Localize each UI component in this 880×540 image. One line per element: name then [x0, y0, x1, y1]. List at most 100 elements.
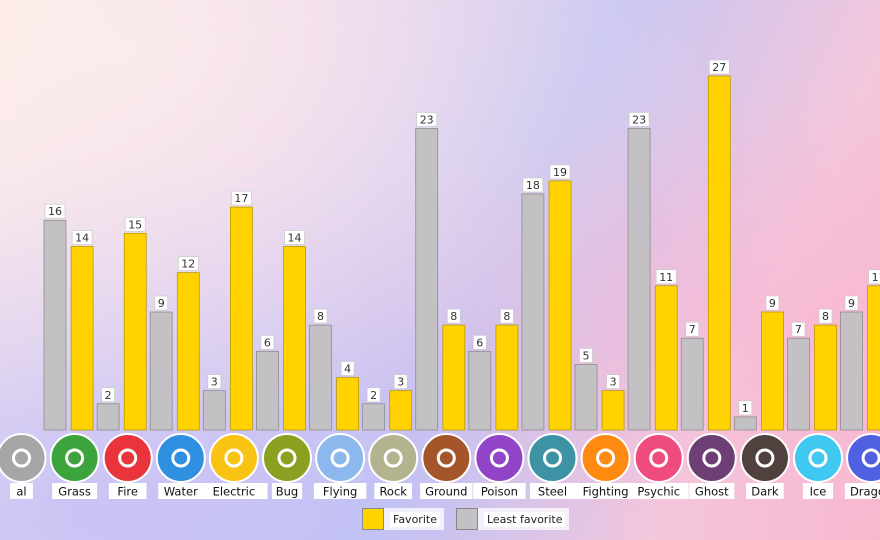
value-label-box-favorite-flying	[340, 361, 355, 376]
bar-least-favorite-dark	[787, 337, 810, 431]
bar-favorite-steel	[548, 180, 572, 431]
category-label-box-dragon	[844, 483, 880, 499]
bar-least-favorite-bug	[309, 324, 332, 431]
normal-type-icon	[0, 433, 47, 483]
bug-type-icon	[262, 433, 312, 483]
value-label-box-least-favorite-rock	[416, 112, 438, 127]
bar-favorite-grass	[70, 246, 94, 431]
value-label-box-least-favorite-ground	[472, 334, 487, 350]
fighting-type-icon	[580, 433, 631, 483]
bar-favorite-ice	[814, 324, 837, 431]
bar-least-favorite-ghost	[733, 416, 757, 431]
value-label-box-least-favorite-electric	[260, 334, 275, 350]
psychic-type-icon	[633, 433, 684, 483]
category-label-box-normal	[10, 483, 33, 499]
category-label-box-flying	[313, 483, 367, 499]
value-label-box-favorite-rock	[393, 374, 408, 390]
rock-type-icon	[368, 433, 419, 483]
value-label-least-favorite-steel: 5	[583, 349, 590, 362]
value-label-box-favorite-ghost	[708, 59, 730, 75]
value-label-favorite-psychic: 11	[659, 271, 673, 284]
value-label-favorite-dark: 9	[769, 297, 776, 310]
category-label-psychic: Psychic	[637, 485, 680, 499]
value-label-least-favorite-poison: 18	[526, 179, 540, 192]
category-label-dark: Dark	[751, 485, 779, 499]
electric-type-icon	[208, 433, 259, 483]
water-type-icon	[155, 433, 206, 483]
legend-item-least-favorite: Least favorite	[455, 508, 570, 530]
category-label-fighting: Fighting	[583, 485, 629, 499]
value-label-box-least-favorite-flying	[366, 387, 381, 403]
category-label-dragon: Dragon	[850, 485, 880, 499]
value-label-favorite-fire: 15	[128, 218, 142, 231]
value-label-box-favorite-ground	[446, 308, 461, 324]
bar-favorite-poison	[495, 324, 519, 431]
dark-type-icon	[739, 433, 790, 483]
category-label-box-dark	[746, 483, 784, 499]
value-label-box-least-favorite-water	[207, 374, 222, 390]
category-label-normal: al	[16, 485, 26, 499]
value-label-box-favorite-fighting	[606, 374, 620, 390]
category-label-ground: Ground	[425, 485, 467, 499]
ice-type-icon	[793, 433, 843, 483]
legend-label-favorite: Favorite	[390, 511, 440, 527]
value-label-favorite-ice: 8	[822, 310, 829, 323]
value-label-box-least-favorite-ice	[844, 295, 859, 311]
category-label-box-rock	[374, 483, 412, 499]
value-label-box-least-favorite-poison	[522, 177, 544, 193]
bar-favorite-psychic	[654, 285, 678, 431]
bar-favorite-dragon	[867, 285, 880, 431]
value-label-box-favorite-grass	[71, 230, 93, 245]
category-label-box-grass	[52, 483, 98, 499]
value-label-box-least-favorite-fighting	[628, 112, 650, 127]
category-label-ghost: Ghost	[695, 485, 729, 499]
value-label-box-least-favorite-normal	[44, 203, 66, 219]
steel-type-glyph	[543, 448, 562, 468]
value-label-box-favorite-water	[177, 256, 199, 272]
value-label-box-favorite-steel	[549, 164, 571, 180]
psychic-type-glyph	[649, 448, 669, 468]
bar-least-favorite-fire	[149, 311, 173, 431]
value-label-least-favorite-electric: 6	[264, 336, 271, 349]
value-label-favorite-water: 12	[181, 258, 195, 271]
rock-type-glyph	[383, 448, 403, 468]
value-label-favorite-flying: 4	[344, 363, 351, 376]
ghost-type-glyph	[702, 448, 722, 468]
category-label-box-bug	[271, 483, 303, 499]
category-label-box-fighting	[572, 483, 640, 499]
category-label-water: Water	[164, 485, 198, 499]
value-label-box-least-favorite-dark	[791, 321, 806, 337]
bar-least-favorite-flying	[362, 403, 386, 431]
steel-type-icon	[527, 433, 578, 483]
ground-type-icon	[421, 433, 472, 483]
value-label-least-favorite-psychic: 7	[689, 323, 696, 336]
value-label-least-favorite-normal: 16	[48, 205, 62, 218]
water-type-glyph	[171, 448, 191, 468]
bar-favorite-water	[176, 272, 200, 431]
value-label-box-favorite-dark	[765, 295, 780, 311]
bar-favorite-flying	[336, 377, 360, 431]
category-label-grass: Grass	[58, 485, 91, 499]
bar-least-favorite-steel	[574, 364, 598, 431]
category-label-box-electric	[200, 483, 268, 499]
category-label-box-steel	[530, 483, 575, 499]
fire-type-glyph	[118, 448, 138, 468]
category-label-box-psychic	[628, 483, 689, 499]
value-label-box-least-favorite-psychic	[685, 321, 700, 337]
value-label-least-favorite-flying: 2	[370, 389, 377, 402]
bar-favorite-rock	[389, 390, 413, 431]
legend-swatch-least-favorite	[455, 508, 478, 530]
value-label-favorite-dragon: 11	[872, 271, 880, 284]
value-label-favorite-bug: 14	[288, 231, 302, 244]
value-label-favorite-fighting: 3	[610, 376, 617, 389]
ice-type-glyph	[808, 448, 828, 468]
bar-least-favorite-electric	[255, 350, 279, 431]
bar-favorite-electric	[229, 206, 253, 431]
bar-least-favorite-fighting	[627, 128, 651, 431]
legend: Favorite Least favorite	[362, 508, 570, 530]
legend-swatch-favorite	[362, 508, 384, 530]
category-label-poison: Poison	[481, 485, 518, 499]
electric-type-glyph	[224, 448, 244, 468]
value-label-favorite-electric: 17	[234, 192, 248, 205]
